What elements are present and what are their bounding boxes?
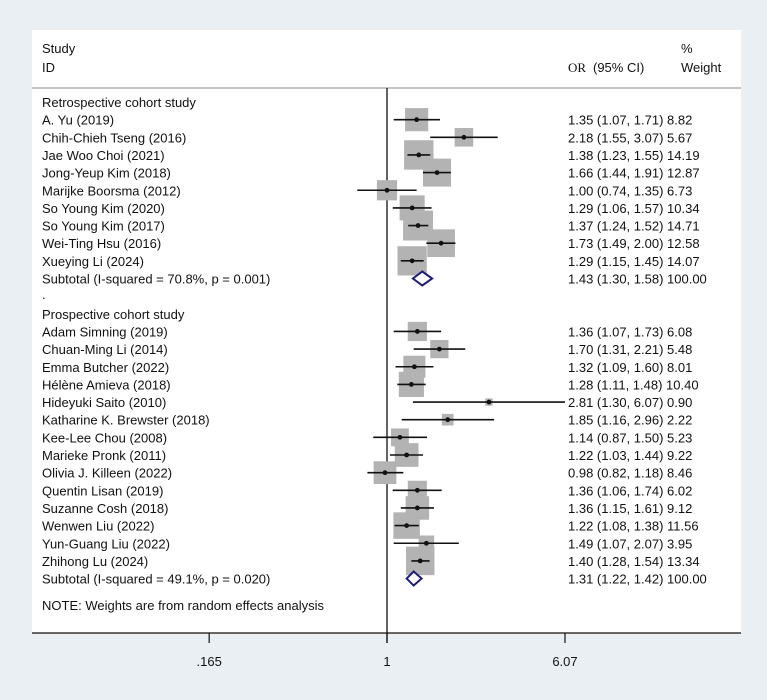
study-label: Kee-Lee Chou (2008) bbox=[42, 430, 167, 445]
study-label: Emma Butcher (2022) bbox=[42, 360, 169, 375]
point-estimate bbox=[397, 434, 403, 440]
note-text: NOTE: Weights are from random effects an… bbox=[42, 598, 325, 613]
x-tick-label: .165 bbox=[197, 654, 222, 669]
estimate-text: 2.18 (1.55, 3.07) 5.67 bbox=[568, 130, 692, 145]
group-heading: Prospective cohort study bbox=[42, 307, 185, 322]
estimate-text: 1.70 (1.31, 2.21) 5.48 bbox=[568, 342, 692, 357]
estimate-text: 1.22 (1.08, 1.38) 11.56 bbox=[568, 519, 699, 534]
estimate-text: 2.81 (1.30, 6.07) 0.90 bbox=[568, 395, 692, 410]
estimate-text: 1.00 (0.74, 1.35) 6.73 bbox=[568, 183, 692, 198]
estimate-text: 0.98 (0.82, 1.18) 8.46 bbox=[568, 466, 692, 481]
point-estimate bbox=[384, 187, 390, 193]
point-estimate bbox=[438, 240, 444, 246]
separator-dot: . bbox=[42, 287, 46, 302]
point-estimate bbox=[461, 134, 467, 140]
study-label: Jong-Yeup Kim (2018) bbox=[42, 166, 171, 181]
header-id: ID bbox=[42, 60, 55, 75]
subtotal-diamond bbox=[405, 570, 424, 587]
study-label: Marieke Pronk (2011) bbox=[42, 448, 166, 463]
estimate-text: 1.36 (1.07, 1.73) 6.08 bbox=[568, 324, 692, 339]
subtotal-label: Subtotal (I-squared = 70.8%, p = 0.001) bbox=[42, 272, 270, 287]
point-estimate bbox=[409, 205, 415, 211]
study-label: Chih-Chieh Tseng (2016) bbox=[42, 130, 186, 145]
point-estimate bbox=[486, 399, 492, 405]
point-estimate bbox=[414, 329, 420, 334]
estimate-text: 1.37 (1.24, 1.52) 14.71 bbox=[568, 219, 700, 234]
subtotal-estimate-text: 1.31 (1.22, 1.42) 100.00 bbox=[568, 572, 707, 587]
study-label: Yun-Guang Liu (2022) bbox=[42, 536, 170, 551]
estimate-text: 1.66 (1.44, 1.91) 12.87 bbox=[568, 166, 700, 181]
point-estimate bbox=[414, 117, 420, 123]
study-label: Jae Woo Choi (2021) bbox=[42, 148, 165, 163]
study-label: So Young Kim (2017) bbox=[42, 219, 165, 234]
estimate-text: 1.29 (1.06, 1.57) 10.34 bbox=[568, 201, 700, 216]
group-heading: Retrospective cohort study bbox=[42, 95, 196, 110]
estimate-text: 1.36 (1.15, 1.61) 9.12 bbox=[568, 501, 692, 516]
study-label: Xueying Li (2024) bbox=[42, 254, 144, 269]
study-label: So Young Kim (2020) bbox=[42, 201, 165, 216]
study-label: Adam Simning (2019) bbox=[42, 324, 168, 339]
estimate-text: 1.40 (1.28, 1.54) 13.34 bbox=[568, 554, 700, 569]
study-label: Olivia J. Killeen (2022) bbox=[42, 466, 172, 481]
estimate-text: 1.38 (1.23, 1.55) 14.19 bbox=[568, 148, 700, 163]
point-estimate bbox=[412, 364, 417, 370]
point-estimate bbox=[417, 558, 423, 564]
estimate-text: 1.14 (0.87, 1.50) 5.23 bbox=[568, 430, 692, 445]
point-estimate bbox=[409, 258, 415, 264]
subtotal-estimate-text: 1.43 (1.30, 1.58) 100.00 bbox=[568, 272, 707, 287]
study-label: Quentin Lisan (2019) bbox=[42, 483, 163, 498]
study-label: A. Yu (2019) bbox=[42, 113, 114, 128]
estimate-text: 1.35 (1.07, 1.71) 8.82 bbox=[568, 113, 692, 128]
point-estimate bbox=[416, 152, 422, 158]
estimate-text: 1.22 (1.03, 1.44) 9.22 bbox=[568, 448, 692, 463]
estimate-text: 1.85 (1.16, 2.96) 2.22 bbox=[568, 413, 692, 428]
point-estimate bbox=[445, 417, 451, 423]
estimate-text: 1.29 (1.15, 1.45) 14.07 bbox=[568, 254, 700, 269]
subtotal-label: Subtotal (I-squared = 49.1%, p = 0.020) bbox=[42, 572, 270, 587]
study-label: Katharine K. Brewster (2018) bbox=[42, 413, 210, 428]
study-label: Zhihong Lu (2024) bbox=[42, 554, 148, 569]
point-estimate bbox=[436, 346, 442, 352]
point-estimate bbox=[414, 505, 420, 511]
estimate-text: 1.73 (1.49, 2.00) 12.58 bbox=[568, 236, 700, 251]
point-estimate bbox=[414, 487, 420, 493]
header-ci: (95% CI) bbox=[593, 60, 644, 75]
study-label: Wenwen Liu (2022) bbox=[42, 519, 155, 534]
estimate-text: 1.36 (1.06, 1.74) 6.02 bbox=[568, 483, 692, 498]
point-estimate bbox=[404, 452, 410, 458]
estimate-text: 1.49 (1.07, 2.07) 3.95 bbox=[568, 536, 692, 551]
point-estimate bbox=[408, 382, 414, 387]
point-estimate bbox=[382, 470, 388, 476]
study-label: Suzanne Cosh (2018) bbox=[42, 501, 168, 516]
point-estimate bbox=[404, 523, 410, 528]
header-weight: Weight bbox=[681, 60, 722, 75]
study-label: Hideyuki Saito (2010) bbox=[42, 395, 166, 410]
estimate-text: 1.32 (1.09, 1.60) 8.01 bbox=[568, 360, 692, 375]
estimate-text: 1.28 (1.11, 1.48) 10.40 bbox=[568, 377, 699, 392]
study-label: Marijke Boorsma (2012) bbox=[42, 183, 181, 198]
subtotal-diamond bbox=[411, 270, 434, 287]
header-or: OR bbox=[568, 60, 586, 75]
study-label: Chuan-Ming Li (2014) bbox=[42, 342, 168, 357]
header-weight-pct: % bbox=[681, 41, 693, 56]
study-label: Hélène Amieva (2018) bbox=[42, 377, 171, 392]
header-study: Study bbox=[42, 41, 76, 56]
x-tick-label: 6.07 bbox=[552, 654, 577, 669]
point-estimate bbox=[434, 170, 440, 176]
x-tick-label: 1 bbox=[383, 654, 390, 669]
point-estimate bbox=[423, 540, 429, 546]
study-label: Wei-Ting Hsu (2016) bbox=[42, 236, 161, 251]
point-estimate bbox=[415, 223, 421, 228]
